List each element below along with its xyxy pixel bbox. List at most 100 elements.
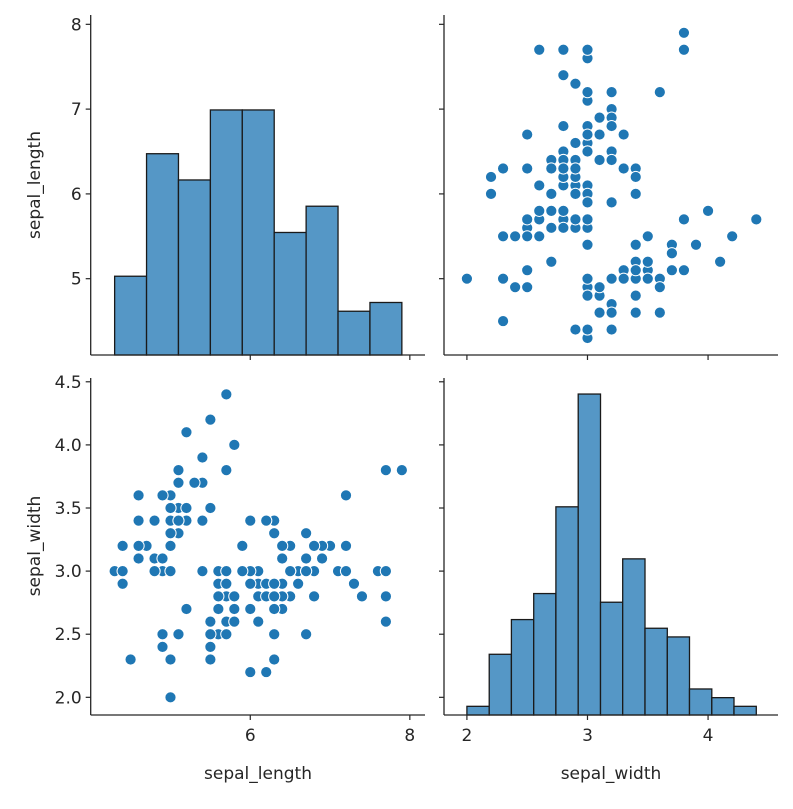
- scatter-point: [172, 464, 185, 477]
- scatter-point: [172, 514, 185, 527]
- scatter-point: [581, 145, 594, 158]
- scatter-point: [653, 281, 666, 294]
- x-axis-label-sepal-width: sepal_width: [561, 764, 662, 784]
- scatter-point: [641, 255, 654, 268]
- histogram-bar: [369, 301, 403, 356]
- scatter-point: [220, 565, 233, 578]
- scatter-point: [533, 204, 546, 217]
- scatter-point: [307, 590, 321, 603]
- scatter-point: [496, 272, 510, 285]
- scatter-point: [395, 464, 408, 477]
- histogram-bar: [241, 109, 275, 356]
- scatter-point: [268, 527, 281, 540]
- histogram-bar: [466, 705, 490, 716]
- scatter-point: [339, 539, 353, 552]
- scatter-point: [641, 272, 654, 285]
- subplot-sepal_width-vs-sepal_length: 2.0 2.5 3.0 3.5 4.0 4.5 6 8: [55, 373, 425, 746]
- scatter-point: [569, 162, 582, 175]
- scatter-point: [581, 289, 594, 302]
- histogram-bar: [555, 506, 579, 716]
- scatter-point: [617, 128, 630, 141]
- scatter-point: [204, 628, 217, 641]
- scatter-point: [750, 213, 763, 226]
- scatter-point: [557, 162, 570, 175]
- scatter-point: [292, 577, 305, 590]
- scatter-point: [677, 213, 691, 226]
- scatter-point: [124, 653, 137, 666]
- scatter-point: [300, 565, 313, 578]
- x-axis-label-sepal-length: sepal_length: [204, 764, 312, 784]
- scatter-point: [276, 552, 289, 565]
- histogram-bar: [273, 231, 307, 356]
- y-tick-label: 5: [71, 270, 82, 290]
- scatter-point: [545, 162, 558, 175]
- scatter-point: [605, 306, 618, 319]
- scatter-point: [605, 153, 618, 167]
- scatter-point: [268, 653, 281, 666]
- scatter-point: [484, 187, 498, 201]
- scatter-point: [496, 230, 510, 243]
- scatter-point: [315, 552, 329, 565]
- scatter-point: [581, 43, 594, 56]
- histogram-bar: [577, 393, 602, 716]
- scatter-point: [339, 489, 353, 502]
- scatter-point: [521, 264, 534, 277]
- scatter-point: [228, 615, 241, 628]
- scatter-point: [220, 388, 233, 401]
- scatter-point: [593, 128, 606, 141]
- scatter-point: [379, 464, 393, 477]
- scatter-point: [496, 314, 510, 328]
- scatter-point: [212, 602, 225, 616]
- scatter-point: [726, 230, 739, 243]
- scatter-point: [116, 565, 129, 578]
- scatter-point: [557, 204, 570, 217]
- scatter-point: [347, 577, 361, 590]
- scatter-point: [629, 289, 642, 302]
- subplot-sepal_length-vs-sepal_width: [439, 15, 778, 360]
- scatter-point: [148, 565, 161, 578]
- scatter-point: [484, 170, 498, 184]
- scatter-point: [268, 590, 281, 603]
- scatter-point: [605, 272, 618, 285]
- histogram-bar: [145, 153, 180, 356]
- subplot-sepal_length-vs-sepal_length: 5 6 7 8: [71, 15, 425, 360]
- scatter-point: [220, 464, 233, 477]
- y-tick-label: 4.5: [55, 373, 82, 393]
- scatter-point: [581, 213, 594, 226]
- scatter-point: [220, 628, 233, 641]
- scatter-point: [509, 281, 522, 294]
- x-tick-label: 2: [461, 726, 472, 746]
- x-tick-label: 6: [245, 726, 256, 746]
- scatter-point: [629, 238, 642, 251]
- scatter-point: [545, 187, 558, 201]
- scatter-point: [629, 306, 642, 319]
- scatter-point: [164, 691, 177, 704]
- scatter-point: [701, 204, 715, 217]
- scatter-point: [228, 590, 241, 603]
- scatter-point: [545, 221, 558, 234]
- scatter-point: [617, 162, 630, 175]
- scatter-point: [677, 264, 691, 277]
- scatter-point: [581, 272, 594, 285]
- scatter-point: [156, 552, 169, 565]
- scatter-point: [204, 501, 217, 515]
- subplot-sepal_width-vs-sepal_width: 2 3 4: [439, 378, 778, 746]
- scatter-point: [204, 653, 217, 666]
- scatter-point: [204, 413, 217, 426]
- scatter-point: [172, 628, 185, 641]
- scatter-point: [244, 514, 257, 527]
- scatter-point: [460, 272, 474, 285]
- scatter-point: [156, 628, 169, 641]
- scatter-point: [533, 43, 546, 56]
- scatter-point: [533, 230, 546, 243]
- scatter-point: [581, 196, 594, 209]
- scatter-point: [509, 230, 522, 243]
- histogram-bar: [510, 618, 535, 716]
- scatter-point: [196, 514, 209, 527]
- scatter-point: [244, 577, 257, 590]
- scatter-point: [689, 238, 703, 251]
- scatter-point: [641, 230, 654, 243]
- y-tick-label: 2.0: [55, 688, 82, 708]
- histogram-bar: [305, 205, 339, 356]
- scatter-point: [569, 77, 582, 90]
